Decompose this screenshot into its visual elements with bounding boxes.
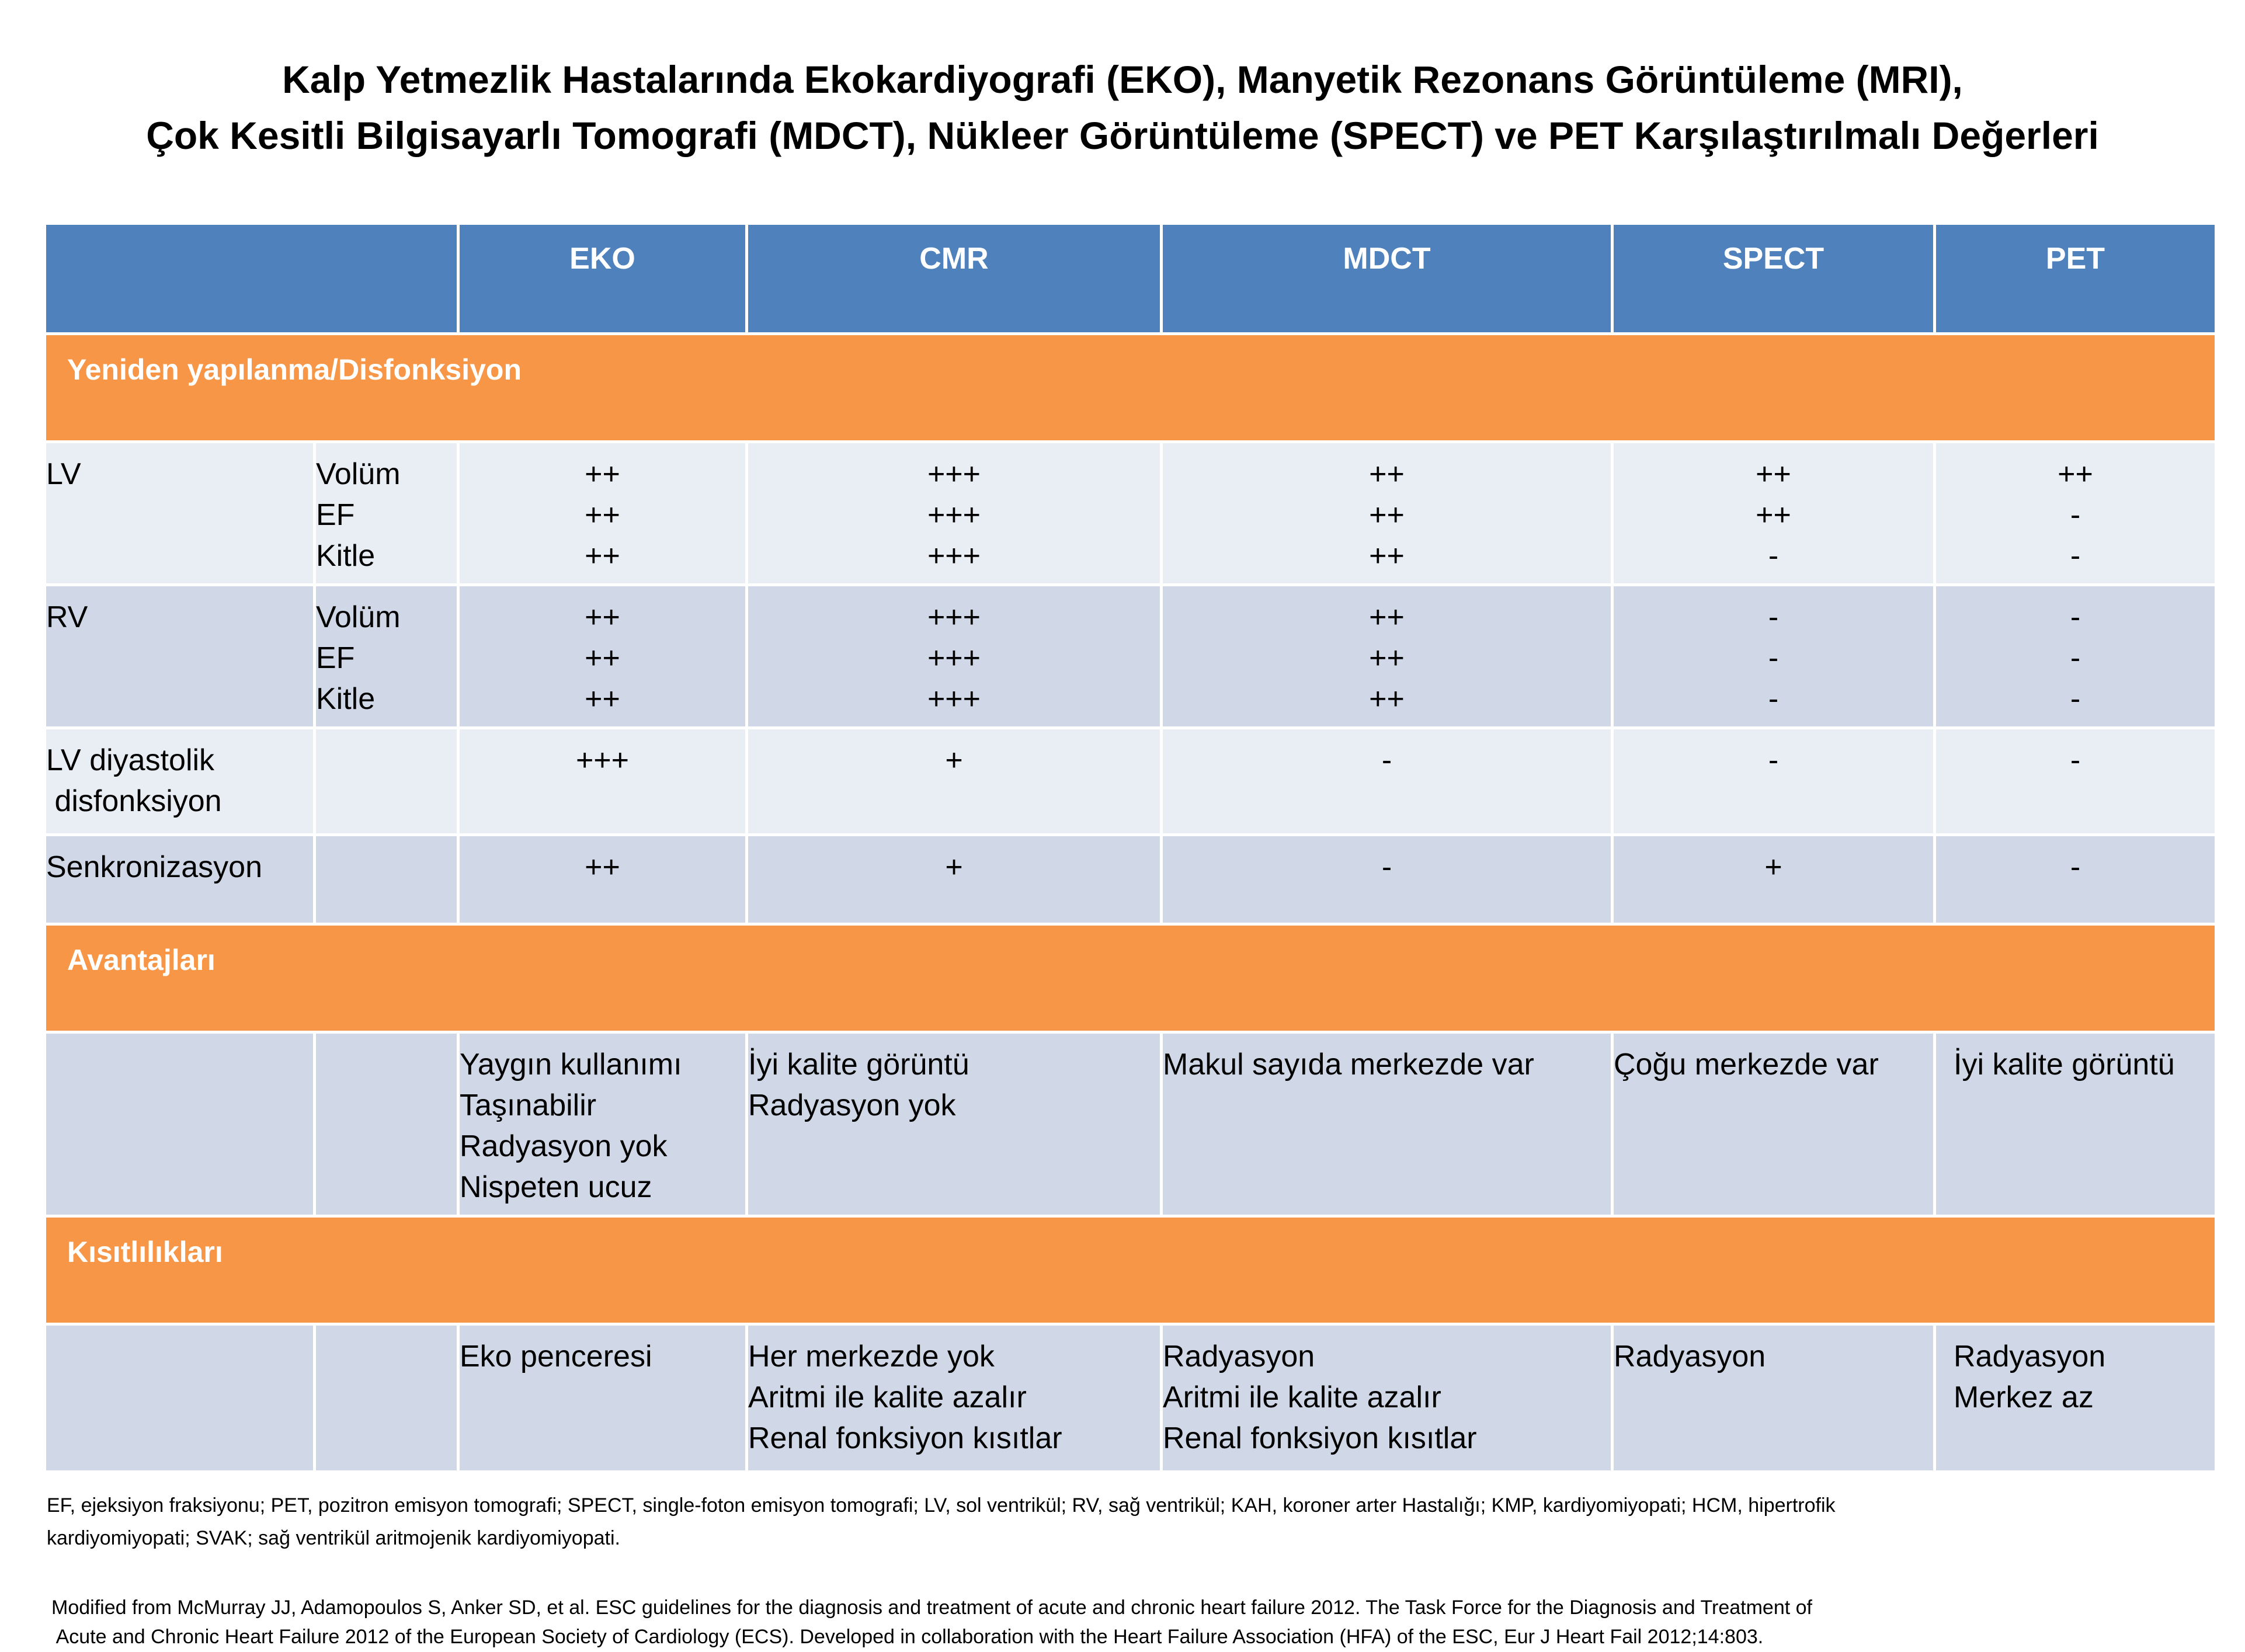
cell-adv-eko: Yaygın kullanımı Taşınabilir Radyasyon yok…	[457, 1031, 748, 1218]
section-limitations-row: Kısıtlılıkları	[43, 1215, 2218, 1326]
cell-diastolic-cmr: +	[745, 726, 1163, 836]
cell-sync-cmr: +	[745, 833, 1163, 926]
row-label-diastolic: LV diyastolik disfonksiyon	[43, 726, 316, 836]
cell-lv-eko: ++ ++ ++	[457, 440, 748, 586]
section-advantages-row: Avantajları	[43, 923, 2218, 1034]
header-row-main: EKO CMR MDCT SPECT PET	[43, 222, 2218, 335]
lim-empty-2	[313, 1323, 460, 1473]
abbreviations-footnote: EF, ejeksiyon fraksiyonu; PET, pozitron …	[47, 1489, 2208, 1554]
table-row-advantages: Yaygın kullanımı Taşınabilir Radyasyon yok…	[43, 1031, 2218, 1218]
cell-lim-cmr: Her merkezde yok Aritmi ile kalite azalır…	[745, 1323, 1163, 1473]
col-header-mdct: MDCT	[1160, 222, 1614, 335]
section-limitations: Kısıtlılıkları	[43, 1215, 2218, 1326]
cell-rv-cmr: +++ +++ +++	[745, 583, 1163, 729]
cell-lim-mdct: Radyasyon Aritmi ile kalite azalır Renal f…	[1160, 1323, 1614, 1473]
row-sub-rv: Volüm EF Kitle	[313, 583, 460, 729]
table-row-lv: LV Volüm EF Kitle ++ ++ ++ +++ +++ +++ ++ ++ ++ …	[43, 440, 2218, 586]
adv-empty-1	[43, 1031, 316, 1218]
cell-lv-spect: ++ ++ -	[1611, 440, 1936, 586]
row-label-lv: LV	[43, 440, 316, 586]
cell-sync-eko: ++	[457, 833, 748, 926]
row-label-sync: Senkronizasyon	[43, 833, 316, 926]
source-line-2: Acute and Chronic Heart Failure 2012 of …	[51, 1626, 1764, 1648]
cell-adv-cmr: İyi kalite görüntü Radyasyon yok	[745, 1031, 1163, 1218]
table-row-rv: RV Volüm EF Kitle ++ ++ ++ +++ +++ +++ ++ ++ ++ …	[43, 583, 2218, 729]
cell-diastolic-eko: +++	[457, 726, 748, 836]
section-remodel-row: Yeniden yapılanma/Disfonksiyon	[43, 332, 2218, 443]
cell-lv-cmr: +++ +++ +++	[745, 440, 1163, 586]
table-row-diastolic: LV diyastolik disfonksiyon +++ + - - -	[43, 726, 2218, 836]
row-sub-sync	[313, 833, 460, 926]
cell-adv-mdct: Makul sayıda merkezde var	[1160, 1031, 1614, 1218]
section-advantages: Avantajları	[43, 923, 2218, 1034]
table-row-limitations: Eko penceresi Her merkezde yok Aritmi ile…	[43, 1323, 2218, 1473]
source-citation: Modified from McMurray JJ, Adamopoulos S…	[51, 1593, 2212, 1651]
cell-lim-spect: Radyasyon	[1611, 1323, 1936, 1473]
cell-lv-mdct: ++ ++ ++	[1160, 440, 1614, 586]
col-header-spect: SPECT	[1611, 222, 1936, 335]
row-label-rv: RV	[43, 583, 316, 729]
title-line-1: Kalp Yetmezlik Hastalarında Ekokardiyogr…	[282, 58, 1963, 101]
footnote-line-2: kardiyomiyopati; SVAK; sağ ventrikül ari…	[47, 1527, 620, 1549]
cell-diastolic-spect: -	[1611, 726, 1936, 836]
row-sub-lv: Volüm EF Kitle	[313, 440, 460, 586]
table-row-sync: Senkronizasyon ++ + - + -	[43, 833, 2218, 926]
cell-rv-spect: ---	[1611, 583, 1936, 729]
cell-sync-pet: -	[1933, 833, 2218, 926]
cell-adv-pet: İyi kalite görüntü	[1933, 1031, 2218, 1218]
cell-sync-spect: +	[1611, 833, 1936, 926]
page-title: Kalp Yetmezlik Hastalarında Ekokardiyogr…	[0, 51, 2245, 164]
col-header-cmr: CMR	[745, 222, 1163, 335]
cell-lv-pet: ++ - -	[1933, 440, 2218, 586]
cell-sync-mdct: -	[1160, 833, 1614, 926]
col-header-pet: PET	[1933, 222, 2218, 335]
section-remodel: Yeniden yapılanma/Disfonksiyon	[43, 332, 2218, 443]
source-line-1: Modified from McMurray JJ, Adamopoulos S…	[51, 1597, 1812, 1619]
cell-rv-pet: ---	[1933, 583, 2218, 729]
title-line-2: Çok Kesitli Bilgisayarlı Tomografi (MDCT…	[146, 114, 2099, 157]
cell-lim-pet: Radyasyon Merkez az	[1933, 1323, 2218, 1473]
cell-rv-eko: ++ ++ ++	[457, 583, 748, 729]
header-blank	[43, 222, 460, 335]
col-header-eko: EKO	[457, 222, 748, 335]
adv-empty-2	[313, 1031, 460, 1218]
cell-lim-eko: Eko penceresi	[457, 1323, 748, 1473]
comparison-table-body: EKO CMR MDCT SPECT PET Yeniden yapılanma…	[43, 222, 2218, 1473]
lim-empty-1	[43, 1323, 316, 1473]
row-sub-diastolic	[313, 726, 460, 836]
cell-adv-spect: Çoğu merkezde var	[1611, 1031, 1936, 1218]
footnote-line-1: EF, ejeksiyon fraksiyonu; PET, pozitron …	[47, 1494, 1836, 1517]
cell-diastolic-mdct: -	[1160, 726, 1614, 836]
cell-diastolic-pet: -	[1933, 726, 2218, 836]
cell-rv-mdct: ++ ++ ++	[1160, 583, 1614, 729]
